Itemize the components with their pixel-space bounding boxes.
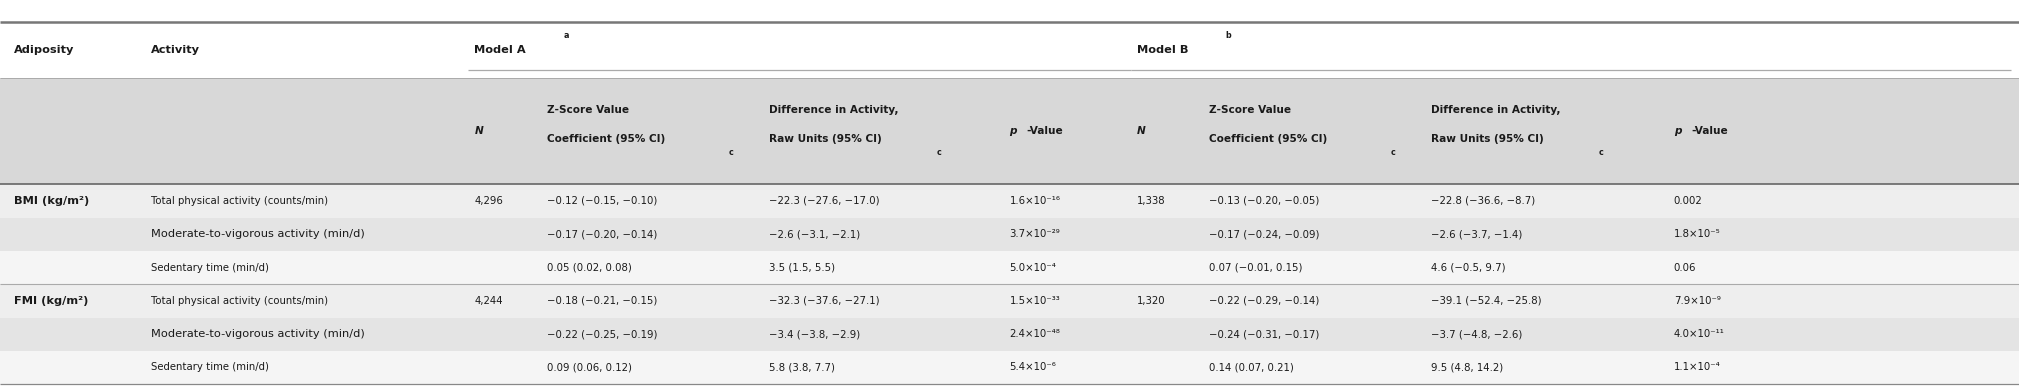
Text: 0.06: 0.06: [1674, 263, 1696, 272]
Text: −0.13 (−0.20, −0.05): −0.13 (−0.20, −0.05): [1209, 196, 1320, 206]
Text: 5.4×10⁻⁶: 5.4×10⁻⁶: [1010, 363, 1056, 372]
Text: Model B: Model B: [1137, 45, 1189, 55]
Text: Total physical activity (counts/min): Total physical activity (counts/min): [151, 296, 329, 306]
Text: Difference in Activity,: Difference in Activity,: [1431, 105, 1561, 115]
Text: 0.07 (−0.01, 0.15): 0.07 (−0.01, 0.15): [1209, 263, 1302, 272]
Text: −22.3 (−27.6, −17.0): −22.3 (−27.6, −17.0): [769, 196, 880, 206]
Text: Model A: Model A: [474, 45, 527, 55]
Text: Moderate-to-vigorous activity (min/d): Moderate-to-vigorous activity (min/d): [151, 229, 365, 239]
Text: 0.002: 0.002: [1674, 196, 1702, 206]
Bar: [0, 318, 2019, 351]
Text: −0.17 (−0.20, −0.14): −0.17 (−0.20, −0.14): [547, 229, 658, 239]
Text: −3.4 (−3.8, −2.9): −3.4 (−3.8, −2.9): [769, 329, 860, 339]
Bar: [0, 218, 2019, 251]
Text: −32.3 (−37.6, −27.1): −32.3 (−37.6, −27.1): [769, 296, 880, 306]
Text: -Value: -Value: [1690, 126, 1728, 136]
Text: 1.6×10⁻¹⁶: 1.6×10⁻¹⁶: [1010, 196, 1060, 206]
Text: 2.4×10⁻⁴⁸: 2.4×10⁻⁴⁸: [1010, 329, 1060, 339]
Text: Coefficient (95% CI): Coefficient (95% CI): [547, 134, 666, 144]
Text: N: N: [1137, 126, 1145, 136]
Text: −3.7 (−4.8, −2.6): −3.7 (−4.8, −2.6): [1431, 329, 1522, 339]
Text: p: p: [1010, 126, 1018, 136]
Text: 3.5 (1.5, 5.5): 3.5 (1.5, 5.5): [769, 263, 836, 272]
Text: Raw Units (95% CI): Raw Units (95% CI): [1431, 134, 1545, 144]
Text: 5.0×10⁻⁴: 5.0×10⁻⁴: [1010, 263, 1056, 272]
Text: b: b: [1226, 31, 1232, 40]
Text: 4,244: 4,244: [474, 296, 503, 306]
Text: 3.7×10⁻²⁹: 3.7×10⁻²⁹: [1010, 229, 1060, 239]
Text: 0.09 (0.06, 0.12): 0.09 (0.06, 0.12): [547, 363, 632, 372]
Text: −0.17 (−0.24, −0.09): −0.17 (−0.24, −0.09): [1209, 229, 1320, 239]
Text: −0.24 (−0.31, −0.17): −0.24 (−0.31, −0.17): [1209, 329, 1320, 339]
Text: 9.5 (4.8, 14.2): 9.5 (4.8, 14.2): [1431, 363, 1504, 372]
Bar: [0, 22, 2019, 78]
Text: 0.14 (0.07, 0.21): 0.14 (0.07, 0.21): [1209, 363, 1294, 372]
Text: Sedentary time (min/d): Sedentary time (min/d): [151, 263, 269, 272]
Text: c: c: [1391, 149, 1395, 157]
Text: 1,320: 1,320: [1137, 296, 1165, 306]
Text: Moderate-to-vigorous activity (min/d): Moderate-to-vigorous activity (min/d): [151, 329, 365, 339]
Text: −0.22 (−0.29, −0.14): −0.22 (−0.29, −0.14): [1209, 296, 1320, 306]
Text: 4,296: 4,296: [474, 196, 503, 206]
Bar: [0, 184, 2019, 218]
Text: 4.0×10⁻¹¹: 4.0×10⁻¹¹: [1674, 329, 1724, 339]
Text: Total physical activity (counts/min): Total physical activity (counts/min): [151, 196, 329, 206]
Text: Z-Score Value: Z-Score Value: [547, 105, 630, 115]
Text: −22.8 (−36.6, −8.7): −22.8 (−36.6, −8.7): [1431, 196, 1536, 206]
Text: Difference in Activity,: Difference in Activity,: [769, 105, 898, 115]
Text: −0.22 (−0.25, −0.19): −0.22 (−0.25, −0.19): [547, 329, 658, 339]
Text: −39.1 (−52.4, −25.8): −39.1 (−52.4, −25.8): [1431, 296, 1543, 306]
Text: 4.6 (−0.5, 9.7): 4.6 (−0.5, 9.7): [1431, 263, 1506, 272]
Bar: [0, 251, 2019, 284]
Text: Raw Units (95% CI): Raw Units (95% CI): [769, 134, 882, 144]
Bar: [0, 351, 2019, 384]
Text: -Value: -Value: [1026, 126, 1064, 136]
Text: −0.12 (−0.15, −0.10): −0.12 (−0.15, −0.10): [547, 196, 658, 206]
Text: BMI (kg/m²): BMI (kg/m²): [14, 196, 89, 206]
Text: −2.6 (−3.7, −1.4): −2.6 (−3.7, −1.4): [1431, 229, 1522, 239]
Bar: [0, 78, 2019, 184]
Bar: [0, 284, 2019, 318]
Text: 0.05 (0.02, 0.08): 0.05 (0.02, 0.08): [547, 263, 632, 272]
Text: a: a: [563, 31, 569, 40]
Text: p: p: [1674, 126, 1682, 136]
Text: 1.8×10⁻⁵: 1.8×10⁻⁵: [1674, 229, 1720, 239]
Text: Coefficient (95% CI): Coefficient (95% CI): [1209, 134, 1329, 144]
Text: N: N: [474, 126, 483, 136]
Text: −2.6 (−3.1, −2.1): −2.6 (−3.1, −2.1): [769, 229, 860, 239]
Text: Z-Score Value: Z-Score Value: [1209, 105, 1292, 115]
Text: 5.8 (3.8, 7.7): 5.8 (3.8, 7.7): [769, 363, 836, 372]
Text: Sedentary time (min/d): Sedentary time (min/d): [151, 363, 269, 372]
Text: 1.1×10⁻⁴: 1.1×10⁻⁴: [1674, 363, 1720, 372]
Text: Activity: Activity: [151, 45, 200, 55]
Text: −0.18 (−0.21, −0.15): −0.18 (−0.21, −0.15): [547, 296, 658, 306]
Text: FMI (kg/m²): FMI (kg/m²): [14, 296, 89, 306]
Text: 1.5×10⁻³³: 1.5×10⁻³³: [1010, 296, 1060, 306]
Text: c: c: [729, 149, 733, 157]
Text: c: c: [1599, 149, 1603, 157]
Text: 1,338: 1,338: [1137, 196, 1165, 206]
Text: Adiposity: Adiposity: [14, 45, 75, 55]
Text: 7.9×10⁻⁹: 7.9×10⁻⁹: [1674, 296, 1720, 306]
Text: c: c: [937, 149, 941, 157]
